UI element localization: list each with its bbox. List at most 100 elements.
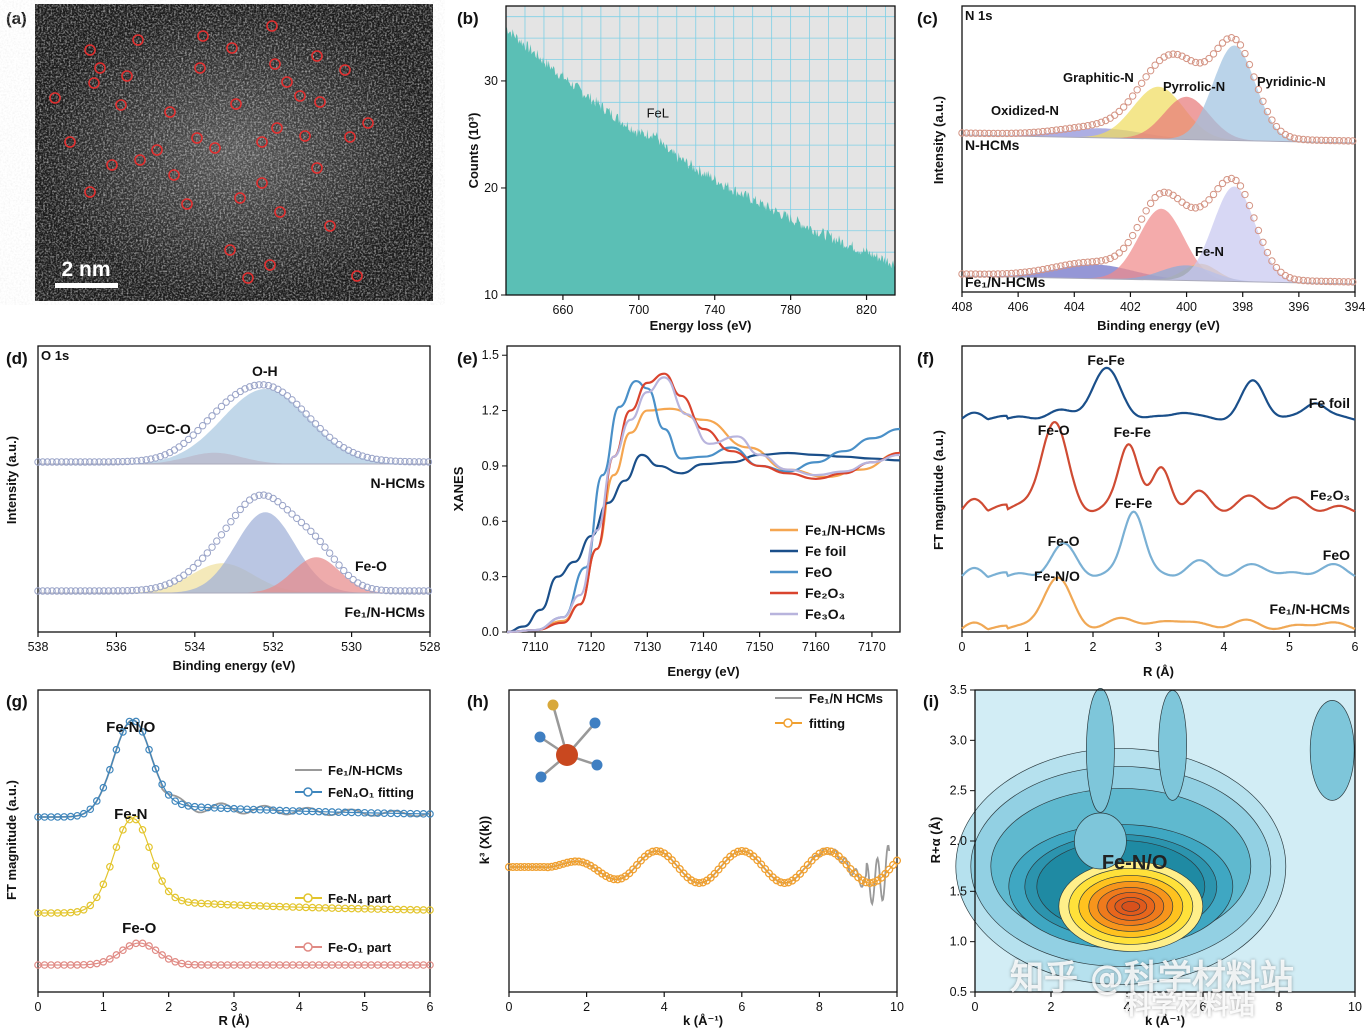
peak-label-fe-o: Fe-O [355, 558, 387, 574]
contour-annotation: Fe-N/O [1102, 852, 1168, 874]
raw-data-point [1137, 215, 1146, 223]
x-tick-label: 532 [263, 640, 284, 654]
x-tick-label: 408 [952, 300, 973, 314]
raw-data-point [1322, 136, 1330, 145]
raw-data-point [1178, 198, 1186, 206]
raw-data-point [1335, 277, 1343, 286]
raw-data-point [1268, 116, 1276, 124]
raw-data-point [1115, 249, 1123, 257]
xanes-line-fe-o- [506, 372, 901, 634]
panel-label: (d) [6, 349, 28, 368]
single-atom-marker [94, 62, 106, 74]
contour-lobe [1158, 690, 1187, 801]
raw-data-point [81, 587, 89, 595]
single-atom-marker [226, 42, 238, 54]
sample-label-n-hcms: N-HCMs [371, 475, 426, 491]
fit-point [79, 905, 88, 914]
legend-marker [783, 718, 793, 728]
raw-data-point [1290, 275, 1299, 283]
y-tick-label: 0.6 [482, 514, 499, 528]
eels-spectrum-area [506, 27, 895, 295]
raw-data-point [1003, 269, 1011, 278]
raw-data-point [1102, 116, 1110, 125]
raw-data-point [396, 587, 404, 595]
raw-data-point [1128, 92, 1137, 100]
raw-data-point [255, 491, 263, 500]
raw-data-point [1263, 248, 1272, 257]
fitting-point [578, 858, 587, 867]
raw-data-point [293, 514, 301, 522]
raw-data-point [245, 496, 254, 504]
peak-label-fe-o-feo: Fe-O [1048, 533, 1080, 549]
raw-data-point [1084, 121, 1092, 130]
fitted-peak-pyrrolic-n [962, 96, 1355, 143]
raw-data-point [1025, 128, 1034, 137]
raw-data-point [1232, 35, 1240, 44]
ft-line-fe-foil [961, 366, 1356, 421]
fitting-point [858, 876, 867, 885]
x-tick-label: 0 [506, 1000, 513, 1014]
raw-data-point [420, 587, 428, 595]
raw-data-point [288, 510, 296, 518]
nitrogen-atom [535, 771, 547, 783]
raw-data-point [1146, 66, 1155, 75]
raw-data-point [1016, 129, 1025, 137]
raw-data-point [1344, 137, 1352, 145]
raw-data-point [415, 458, 423, 466]
single-atom-marker [64, 136, 76, 148]
plot-frame [505, 5, 896, 296]
raw-data-point [53, 458, 61, 466]
single-atom-marker [164, 106, 176, 118]
raw-data-point [1182, 201, 1191, 209]
x-tick-label: 820 [856, 303, 877, 317]
panel-e-xanes-chart: (e) 0.0 0.3 0.6 0.9 1.2 1.5 7110 7120 7130 7140 715… [451, 345, 901, 679]
raw-data-point [1304, 136, 1312, 144]
raw-data-point [86, 458, 94, 466]
raw-data-point [358, 581, 367, 590]
raw-data-point [302, 523, 310, 531]
raw-data-point [349, 448, 357, 457]
fit-point [171, 797, 180, 805]
ft-line-feo [961, 510, 1356, 579]
y-axis-label: Counts (10³) [466, 113, 481, 189]
raw-data-point [100, 458, 108, 466]
fit-point [99, 880, 108, 889]
raw-data-point [260, 381, 268, 389]
fit-point [132, 815, 140, 824]
raw-data-point [1034, 128, 1043, 136]
raw-data-point [1155, 190, 1164, 198]
x-tick-label: 402 [1120, 300, 1141, 314]
raw-data-point [90, 587, 99, 595]
x-tick-label: 4 [1221, 640, 1228, 654]
raw-data-point [1214, 184, 1222, 193]
raw-data-point [1209, 190, 1218, 199]
fit-point [106, 955, 114, 963]
fitting-point [535, 862, 545, 872]
raw-data-point [180, 571, 188, 579]
fitting-point [512, 862, 521, 872]
single-atom-marker [230, 98, 242, 110]
x-tick-label: 8 [816, 1000, 823, 1014]
raw-data-point [980, 129, 989, 138]
raw-data-point [1268, 257, 1276, 265]
raw-data-point [1286, 274, 1294, 282]
raw-data-point [1173, 50, 1182, 59]
raw-data-point [1025, 267, 1034, 276]
xanes-line-fe-o- [506, 376, 901, 634]
y-tick-label: 0.0 [482, 625, 499, 639]
raw-data-point [43, 587, 52, 595]
raw-data-point [189, 431, 197, 439]
chart-title: O 1s [41, 348, 69, 363]
panel-c-n1s-chart: 408 406 404 402 400 398 396 394 Binding energy (… [917, 5, 1365, 333]
raw-data-point [297, 405, 306, 413]
x-tick-label: 740 [704, 303, 725, 317]
y-axis-label: XANES [451, 466, 466, 511]
raw-data-point [95, 587, 103, 595]
raw-data-point [382, 586, 390, 595]
peak-label-fe-o-fe2o3: Fe-O [1038, 422, 1070, 438]
raw-data-point [95, 458, 103, 466]
fit-point [138, 728, 147, 736]
x-tick-label: 538 [28, 640, 49, 654]
fitted-peak-fe-o [38, 557, 430, 593]
x-tick-label: 0 [35, 1000, 42, 1014]
